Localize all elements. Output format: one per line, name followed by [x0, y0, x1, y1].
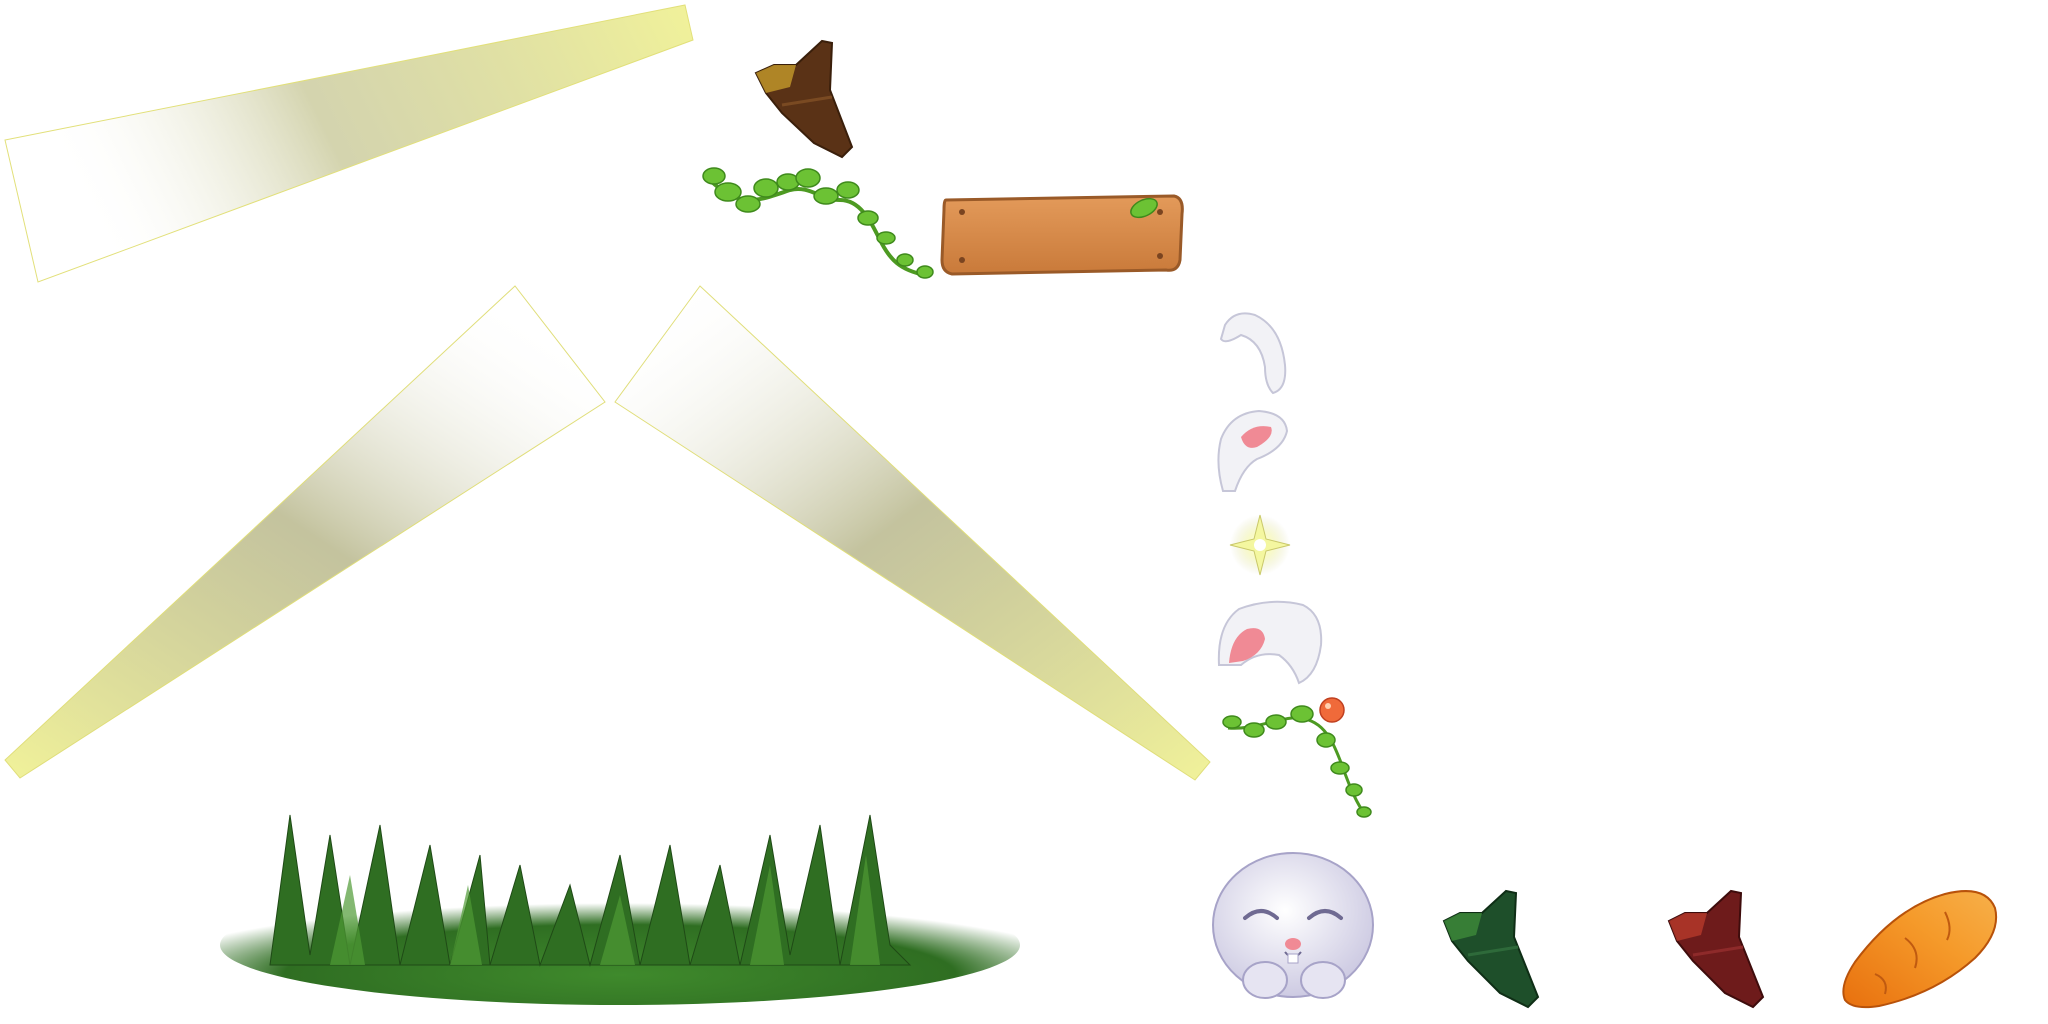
carrot — [1835, 878, 2005, 1018]
bunny-ear-small — [1215, 305, 1295, 400]
flag-red — [1665, 885, 1770, 1015]
light-beam-top — [0, 0, 700, 290]
vine-berry — [1222, 690, 1372, 820]
flag-brown — [752, 35, 862, 165]
sparkle-star — [1228, 513, 1292, 577]
vine-long — [700, 160, 935, 285]
flag-green — [1440, 885, 1545, 1015]
bunny-ear-pink — [1213, 403, 1293, 498]
grass-patch — [150, 795, 1050, 1010]
light-beam-left — [0, 280, 620, 790]
bunny-head — [1205, 840, 1385, 1015]
light-beam-right — [610, 280, 1220, 790]
bunny-ear-large — [1213, 595, 1328, 690]
wooden-plank — [938, 190, 1188, 280]
